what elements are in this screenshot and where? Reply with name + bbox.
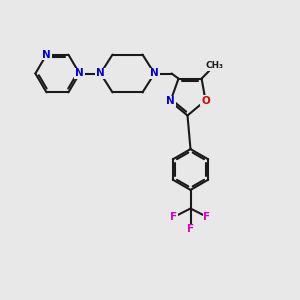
Text: O: O [201, 95, 210, 106]
Text: N: N [150, 68, 159, 79]
Text: N: N [42, 50, 51, 60]
Text: F: F [187, 224, 194, 235]
Text: CH₃: CH₃ [206, 61, 224, 70]
Text: F: F [203, 212, 211, 222]
Text: F: F [170, 212, 178, 222]
Text: N: N [75, 68, 84, 79]
Text: N: N [96, 68, 105, 79]
Text: N: N [166, 96, 175, 106]
